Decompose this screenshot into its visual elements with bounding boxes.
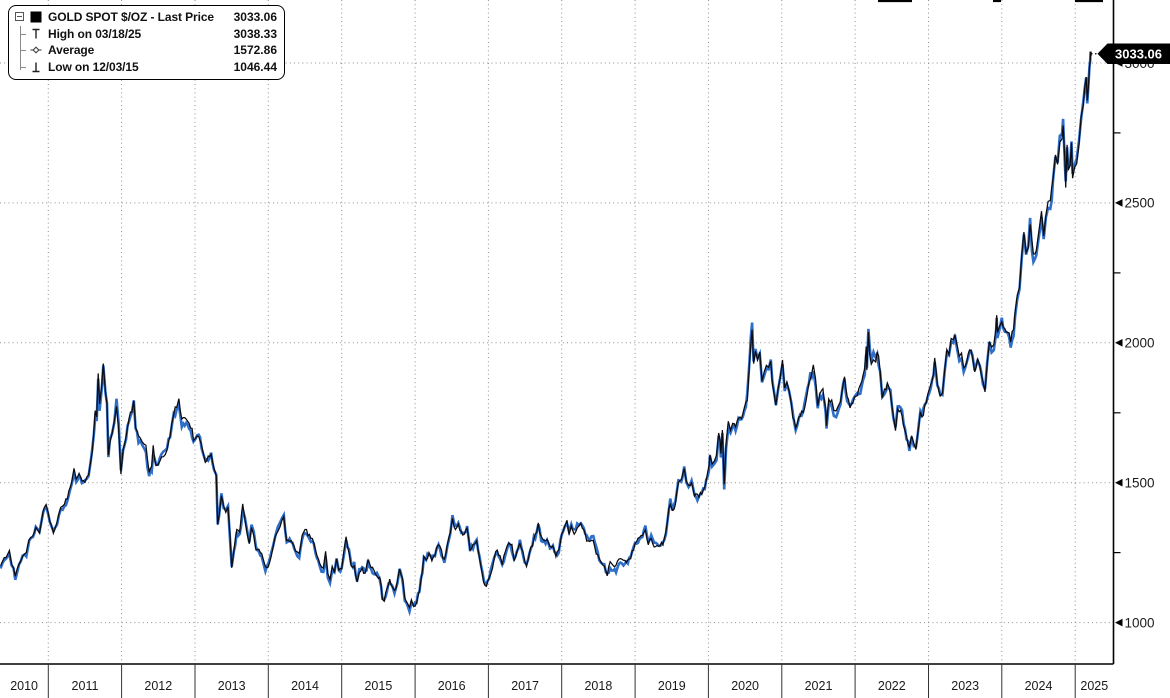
axes xyxy=(0,0,1115,665)
y-tick-arrow xyxy=(1115,199,1123,207)
legend-row-low: Low on 12/03/15 1046.44 xyxy=(14,59,277,76)
x-axis-year-label: 2011 xyxy=(72,679,99,693)
low-marker-icon xyxy=(30,61,48,73)
high-marker-icon xyxy=(30,28,48,40)
legend-value: 1572.86 xyxy=(233,43,277,58)
y-tick-label: 1000 xyxy=(1125,615,1155,630)
x-axis: 2010 2011 2012 2013 2014 2015 2016 2017 2018 2019… xyxy=(10,664,1108,698)
last-price-badge: 3033.06 xyxy=(1097,43,1170,64)
x-axis-year-label: 2017 xyxy=(511,679,539,693)
average-marker-icon xyxy=(30,44,48,56)
legend-label: High on 03/18/25 xyxy=(48,26,142,41)
price-series-black xyxy=(0,51,1092,610)
x-axis-year-label: 2018 xyxy=(584,679,612,693)
x-axis-year-label: 2013 xyxy=(218,679,246,693)
gridlines xyxy=(0,0,1114,664)
x-axis-year-label: 2015 xyxy=(364,679,392,693)
y-tick-arrow xyxy=(1115,339,1123,347)
x-axis-year-label: 2025 xyxy=(1080,679,1108,693)
x-axis-year-label: 2019 xyxy=(658,679,686,693)
y-axis: 30002500200015001000 xyxy=(1113,56,1155,630)
x-axis-year-label: 2022 xyxy=(878,679,906,693)
y-tick-arrow xyxy=(1115,618,1123,627)
x-axis-year-label: 2021 xyxy=(805,679,833,693)
tree-expander-icon[interactable] xyxy=(15,11,24,21)
legend-value: 1046.44 xyxy=(233,59,277,74)
legend-row-high: High on 03/18/25 3038.33 xyxy=(14,26,277,43)
legend-value: 3038.33 xyxy=(233,26,277,41)
legend-row-average: Average 1572.86 xyxy=(14,42,277,59)
x-axis-year-label: 2023 xyxy=(951,679,979,693)
last-price-badge-shape xyxy=(1097,43,1170,64)
y-tick-arrow xyxy=(1115,478,1123,487)
x-axis-year-label: 2024 xyxy=(1025,679,1053,693)
legend-row-last-price: GOLD SPOT $/OZ - Last Price 3033.06 xyxy=(14,9,277,26)
x-axis-year-label: 2020 xyxy=(731,679,759,693)
y-tick-label: 2000 xyxy=(1125,336,1155,351)
x-axis-year-label: 2016 xyxy=(438,679,466,693)
legend-label: Low on 12/03/15 xyxy=(48,59,139,74)
last-price-badge-value: 3033.06 xyxy=(1115,46,1162,61)
x-axis-year-label: 2010 xyxy=(10,679,38,693)
x-axis-year-label: 2014 xyxy=(291,679,319,693)
price-series-blue xyxy=(0,51,1093,617)
legend-label: Average xyxy=(48,43,95,58)
legend-box: GOLD SPOT $/OZ - Last Price 3033.06 High… xyxy=(8,5,285,80)
series-swatch-icon xyxy=(30,11,48,23)
y-tick-label: 2500 xyxy=(1125,196,1155,211)
legend-label: GOLD SPOT $/OZ - Last Price xyxy=(48,10,215,25)
legend-value: 3033.06 xyxy=(233,10,277,25)
legend-tree-line xyxy=(20,26,21,70)
y-tick-label: 1500 xyxy=(1125,476,1155,491)
x-axis-year-label: 2012 xyxy=(144,679,172,693)
